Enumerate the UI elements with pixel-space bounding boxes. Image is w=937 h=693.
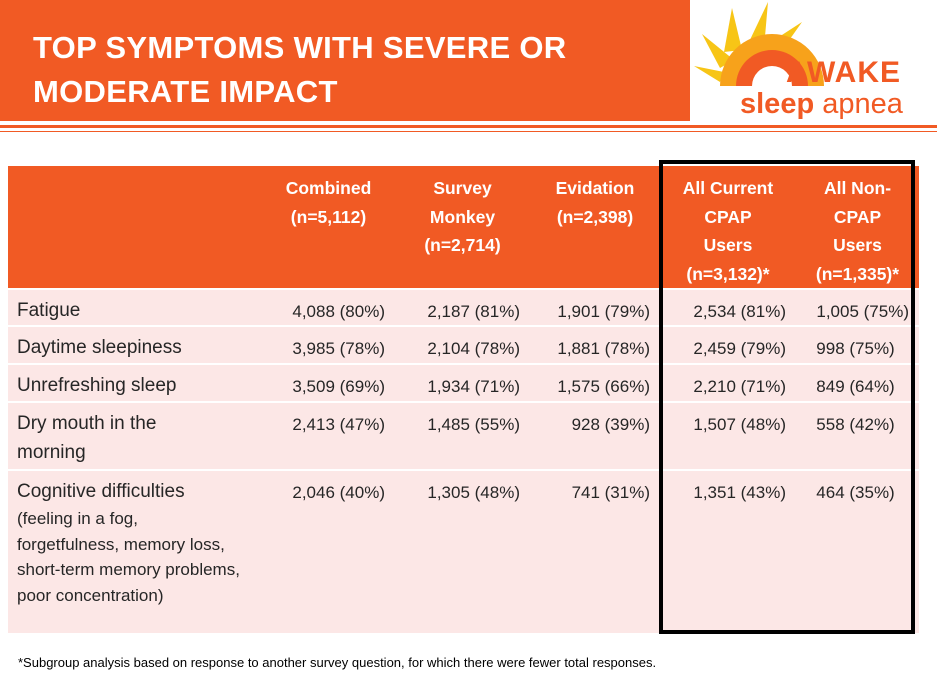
table-cell: 2,534 (81%) <box>660 289 796 327</box>
table-row: Unrefreshing sleep 3,509 (69%) 1,934 (71… <box>8 364 919 403</box>
column-header-line: All Non- <box>823 178 892 198</box>
table-cell: 1,485 (55%) <box>395 402 530 471</box>
divider-thick <box>0 125 937 128</box>
table-cell: 2,459 (79%) <box>660 326 796 365</box>
page-title-line-1: TOP SYMPTOMS WITH SEVERE OR <box>33 30 567 65</box>
row-label: Cognitive difficulties (feeling in a fog… <box>8 470 262 635</box>
table-cell: 1,351 (43%) <box>660 470 796 635</box>
column-header: All Current CPAP Users (n=3,132)* <box>660 166 796 290</box>
table-cell: 4,088 (80%) <box>262 289 395 327</box>
table-cell: 464 (35%) <box>796 470 919 635</box>
table-row: Cognitive difficulties (feeling in a fog… <box>8 470 919 635</box>
table-cell: 2,413 (47%) <box>262 402 395 471</box>
column-header: Combined (n=5,112) <box>262 166 395 290</box>
table-cell: 2,046 (40%) <box>262 470 395 635</box>
column-header-line: Users <box>833 235 882 255</box>
table-cell: 1,005 (75%) <box>796 289 919 327</box>
table-cell: 849 (64%) <box>796 364 919 403</box>
column-header-line: (n=2,714) <box>424 235 501 255</box>
table-cell: 2,187 (81%) <box>395 289 530 327</box>
page-title: TOP SYMPTOMS WITH SEVERE OR MODERATE IMP… <box>33 26 673 114</box>
column-header-line: Survey <box>433 178 492 198</box>
table-cell: 928 (39%) <box>530 402 660 471</box>
column-header-line: (n=2,398) <box>556 206 634 227</box>
title-banner: TOP SYMPTOMS WITH SEVERE OR MODERATE IMP… <box>0 0 690 121</box>
column-header-line: (n=1,335)* <box>815 263 900 284</box>
table-cell: 2,104 (78%) <box>395 326 530 365</box>
row-label: Daytime sleepiness <box>8 326 262 365</box>
column-header-line: All Current <box>682 178 774 198</box>
column-header-line: (n=3,132)* <box>686 263 770 284</box>
awake-sleep-apnea-logo <box>690 0 937 124</box>
row-label: Dry mouth in the morning <box>8 402 262 471</box>
column-header: All Non- CPAP Users (n=1,335)* <box>796 166 919 290</box>
row-label-text: Unrefreshing sleep <box>17 375 177 396</box>
table-row: Daytime sleepiness 3,985 (78%) 2,104 (78… <box>8 326 919 365</box>
page-title-line-2: MODERATE IMPACT <box>33 74 338 109</box>
table-cell: 1,507 (48%) <box>660 402 796 471</box>
table-cell: 1,901 (79%) <box>530 289 660 327</box>
column-header: Evidation (n=2,398) <box>530 166 660 290</box>
table-cell: 741 (31%) <box>530 470 660 635</box>
table-cell: 1,575 (66%) <box>530 364 660 403</box>
row-label-text: Fatigue <box>17 300 81 321</box>
table-header-row: Combined (n=5,112) Survey Monkey (n=2,714) … <box>8 166 919 290</box>
row-label-text: Cognitive difficulties <box>17 481 185 502</box>
sun-icon <box>694 2 824 86</box>
logo-word-sleep: sleep <box>740 88 815 120</box>
column-header-line: (n=5,112) <box>290 206 367 227</box>
logo-wordmark-awake: AWAKE <box>786 56 902 89</box>
column-header-line: Monkey <box>429 206 496 227</box>
row-label: Fatigue <box>8 289 262 327</box>
header-cell-symptom <box>8 166 262 290</box>
table-cell: 1,305 (48%) <box>395 470 530 635</box>
column-header-line: Evidation <box>555 178 635 198</box>
table-cell: 1,934 (71%) <box>395 364 530 403</box>
table-cell: 558 (42%) <box>796 402 919 471</box>
table-cell: 3,509 (69%) <box>262 364 395 403</box>
column-header-line: CPAP <box>704 206 752 227</box>
column-header: Survey Monkey (n=2,714) <box>395 166 530 290</box>
row-label-note: (feeling in a fog, forgetfulness, memory… <box>17 509 240 605</box>
row-label: Unrefreshing sleep <box>8 364 262 403</box>
column-header-line: Users <box>703 235 753 255</box>
row-label-text: Dry mouth in the morning <box>17 413 157 463</box>
table-row: Dry mouth in the morning 2,413 (47%) 1,4… <box>8 402 919 471</box>
table-row: Fatigue 4,088 (80%) 2,187 (81%) 1,901 (7… <box>8 289 919 327</box>
column-header-line: Combined <box>285 178 372 198</box>
logo-wordmark-sleep-apnea: sleep apnea <box>740 88 903 120</box>
table-cell: 3,985 (78%) <box>262 326 395 365</box>
column-header-line: CPAP <box>833 206 882 227</box>
table-cell: 1,881 (78%) <box>530 326 660 365</box>
footnote: *Subgroup analysis based on response to … <box>18 655 657 670</box>
logo-word-apnea: apnea <box>822 88 903 120</box>
table-cell: 998 (75%) <box>796 326 919 365</box>
divider-thin <box>0 131 937 132</box>
symptoms-table: Combined (n=5,112) Survey Monkey (n=2,714) … <box>8 166 919 635</box>
row-label-text: Daytime sleepiness <box>17 337 182 358</box>
table-cell: 2,210 (71%) <box>660 364 796 403</box>
